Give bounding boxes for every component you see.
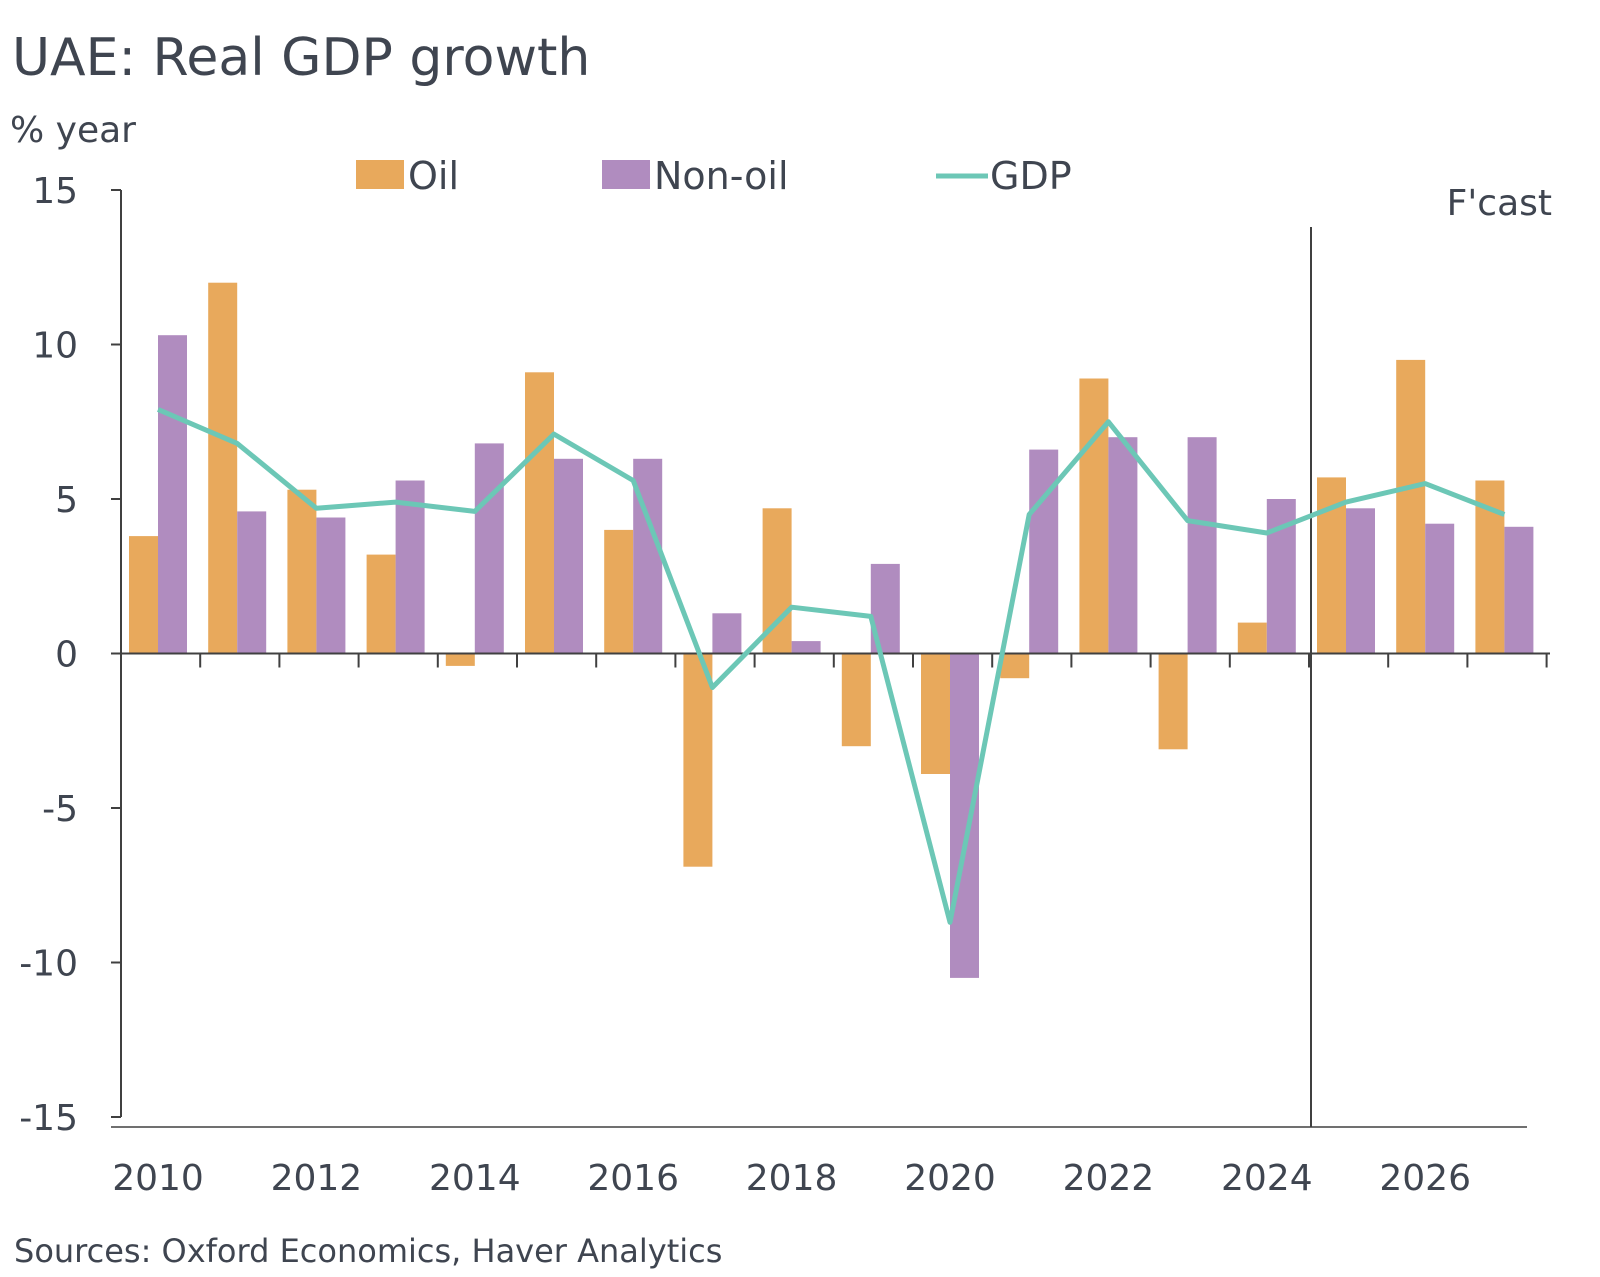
bar-non-oil-2011	[237, 511, 267, 654]
bars-layer	[129, 282, 1534, 978]
bar-non-oil-2013	[395, 480, 425, 654]
bar-non-oil-2021	[1029, 449, 1059, 654]
bar-oil-2020	[921, 653, 950, 774]
x-tick-label: 2010	[112, 1158, 204, 1199]
legend: Oil Non-oil GDP	[356, 154, 1072, 198]
bar-oil-2019	[841, 653, 871, 747]
bar-oil-2013	[366, 554, 396, 654]
y-tick-label: 0	[55, 635, 78, 676]
legend-label-oil: Oil	[408, 154, 459, 198]
bar-oil-2015	[525, 372, 554, 654]
bar-non-oil-2023	[1187, 437, 1217, 654]
bar-oil-2016	[604, 529, 634, 654]
bar-non-oil-2015	[554, 458, 583, 654]
y-tick-label: -15	[19, 1098, 78, 1139]
bar-oil-2010	[129, 536, 158, 654]
line-layer	[157, 407, 1506, 925]
bar-oil-2014	[445, 653, 475, 666]
x-tick-label: 2012	[271, 1158, 363, 1199]
bar-oil-2024	[1237, 622, 1267, 654]
bar-non-oil-2012	[316, 517, 346, 654]
legend-label-gdp: GDP	[990, 154, 1072, 198]
bar-non-oil-2010	[158, 335, 187, 654]
bar-non-oil-2014	[474, 443, 504, 654]
chart-title: UAE: Real GDP growth	[12, 28, 591, 88]
bar-non-oil-2018	[791, 641, 821, 654]
x-tick-label: 2026	[1379, 1158, 1471, 1199]
bar-oil-2022	[1079, 378, 1109, 654]
x-tick-label: 2020	[904, 1158, 996, 1199]
forecast-label: F'cast	[1447, 183, 1552, 224]
legend-swatch-oil	[356, 160, 404, 189]
y-tick-label: -5	[42, 789, 78, 830]
bar-oil-2021	[1000, 653, 1030, 679]
x-tick-label: 2014	[429, 1158, 521, 1199]
y-tick-label: -10	[19, 944, 78, 985]
x-tick-label: 2018	[746, 1158, 838, 1199]
bar-non-oil-2025	[1346, 508, 1375, 654]
y-axis-label: % year	[10, 110, 136, 151]
bar-oil-2026	[1396, 359, 1426, 654]
bar-non-oil-2022	[1108, 437, 1138, 654]
y-tick-label: 5	[55, 480, 78, 521]
bar-oil-2011	[208, 282, 238, 654]
bar-oil-2023	[1158, 653, 1188, 750]
y-tick-label: 15	[32, 171, 78, 212]
source-note: Sources: Oxford Economics, Haver Analyti…	[14, 1232, 723, 1270]
bar-oil-2017	[683, 653, 713, 867]
bar-non-oil-2017	[712, 613, 742, 654]
legend-label-non-oil: Non-oil	[654, 154, 789, 198]
x-tick-label: 2016	[587, 1158, 679, 1199]
gdp-line	[157, 407, 1506, 925]
legend-swatch-non-oil	[602, 160, 650, 189]
bar-oil-2012	[287, 489, 317, 654]
y-tick-label: 10	[32, 326, 78, 367]
axes-layer: -15 -10 -5 0 5 10 15 2010 2012 2014 2016 2018 2020 20…	[19, 171, 1552, 1199]
x-tick-label: 2024	[1221, 1158, 1313, 1199]
bar-non-oil-2020	[950, 653, 979, 978]
bar-non-oil-2027	[1504, 526, 1534, 654]
bar-non-oil-2026	[1425, 523, 1455, 654]
x-tick-label: 2022	[1063, 1158, 1155, 1199]
